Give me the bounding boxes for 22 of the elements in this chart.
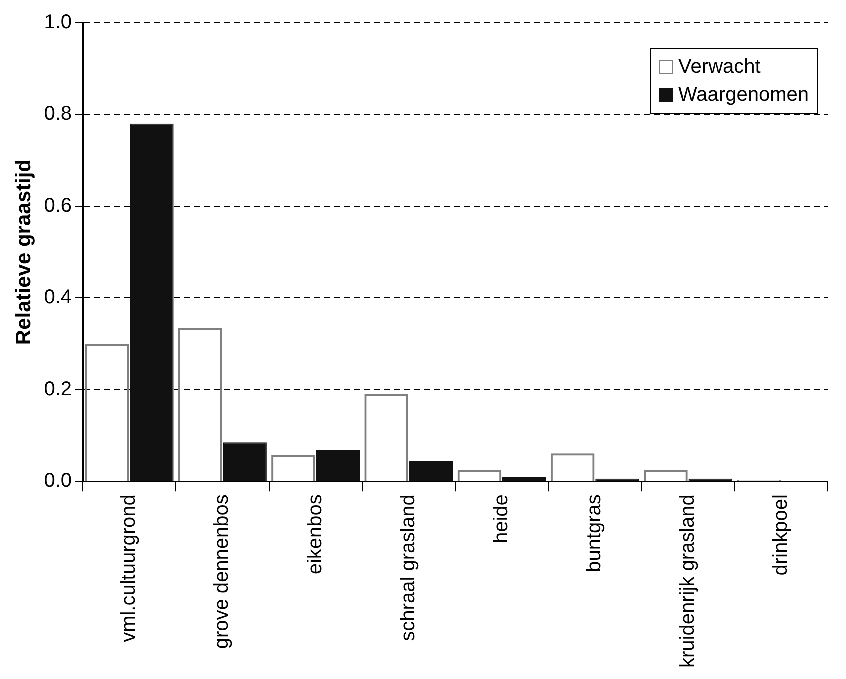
y-tick-label: 0.0 xyxy=(44,470,72,492)
y-tick-label: 0.2 xyxy=(44,378,72,400)
x-tick-label: kruidenrijk grasland xyxy=(676,494,699,668)
y-tick-label: 0.6 xyxy=(44,194,72,217)
bar xyxy=(130,124,174,482)
bar xyxy=(316,450,360,482)
bar xyxy=(502,477,546,482)
y-axis-title: Relatieve graastijd xyxy=(12,159,36,346)
x-tick-label: eikenbos xyxy=(304,494,326,575)
y-tick-label: 0.4 xyxy=(44,286,72,309)
x-tick-label: drinkpoel xyxy=(770,494,792,576)
bar xyxy=(223,442,267,482)
x-tick-label: schraal grasland xyxy=(397,494,420,642)
legend-label: Waargenomen xyxy=(678,83,809,108)
y-tick-label: 0.8 xyxy=(44,103,72,126)
bar xyxy=(409,461,454,482)
x-tick-label: heide xyxy=(490,494,513,544)
y-tick-label: 1.0 xyxy=(44,12,72,34)
legend-label: Verwacht xyxy=(678,55,761,80)
x-tick-label: vml.cultuurgrond xyxy=(118,494,140,642)
x-tick-label: grove dennenbos xyxy=(211,494,234,650)
x-tick-label: buntgras xyxy=(584,494,606,572)
